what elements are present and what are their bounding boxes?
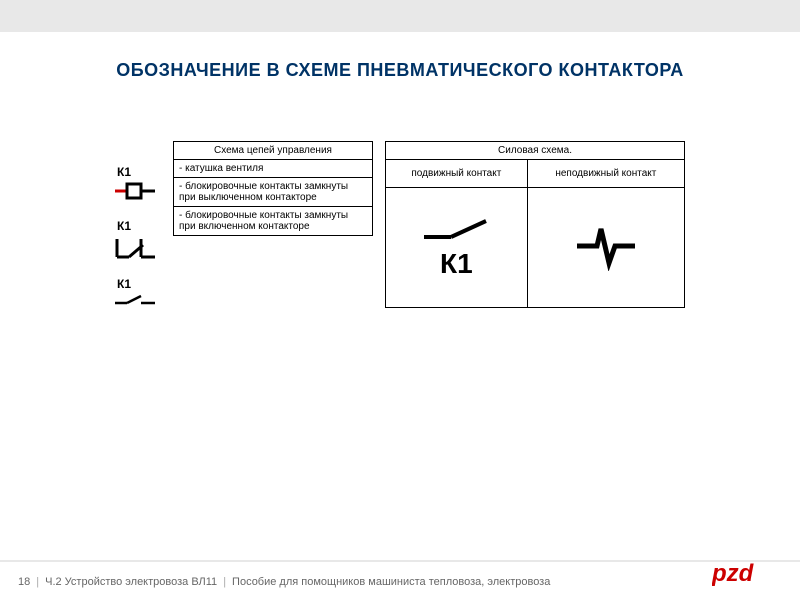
table1-row-2: - блокировочные контакты замкнуты при вк… [174, 207, 373, 236]
page-number: 18 [18, 576, 30, 588]
table2-header: Силовая схема. [386, 142, 685, 160]
content-area: К1 К1 К1 Сх [0, 141, 800, 308]
fixed-contact-cell [527, 188, 684, 308]
table1-row-1: - блокировочные контакты замкнуты при вы… [174, 178, 373, 207]
symbol-no-label: К1 [117, 277, 131, 291]
footer-sep-2: | [223, 576, 226, 588]
fixed-contact-icon [571, 221, 641, 271]
k1-big-label: К1 [391, 248, 522, 280]
symbol-coil-label: К1 [117, 165, 131, 179]
footer-sep-1: | [36, 576, 39, 588]
symbol-coil: К1 [115, 165, 161, 201]
nc-contact-icon [115, 235, 161, 259]
no-contact-icon [115, 293, 161, 307]
symbols-column: К1 К1 К1 [115, 141, 161, 307]
control-circuit-table: Схема цепей управления - катушка вентиля… [173, 141, 373, 236]
footer: 18 | Ч.2 Устройство электровоза ВЛ11 | П… [18, 576, 550, 588]
top-bar [0, 0, 800, 32]
symbol-nc-label: К1 [117, 219, 131, 233]
coil-icon [115, 181, 161, 201]
page-title: ОБОЗНАЧЕНИЕ В СХЕМЕ ПНЕВМАТИЧЕСКОГО КОНТ… [0, 60, 800, 81]
movable-contact-cell: К1 [386, 188, 528, 308]
footer-divider [0, 560, 800, 562]
footer-subtitle: Пособие для помощников машиниста теплово… [232, 576, 550, 588]
table2-col1-header: подвижный контакт [386, 160, 528, 188]
symbol-no-contact: К1 [115, 277, 161, 307]
table1-row-0: - катушка вентиля [174, 160, 373, 178]
footer-part: Ч.2 Устройство электровоза ВЛ11 [45, 576, 217, 588]
symbol-nc-contact: К1 [115, 219, 161, 259]
rzd-logo-icon: pzd [712, 559, 782, 587]
power-circuit-table: Силовая схема. подвижный контакт неподви… [385, 141, 685, 308]
svg-text:pzd: pzd [712, 560, 755, 587]
movable-contact-icon [416, 215, 496, 245]
rzd-logo: pzd [712, 559, 782, 592]
table2-col2-header: неподвижный контакт [527, 160, 684, 188]
table1-header: Схема цепей управления [174, 142, 373, 160]
